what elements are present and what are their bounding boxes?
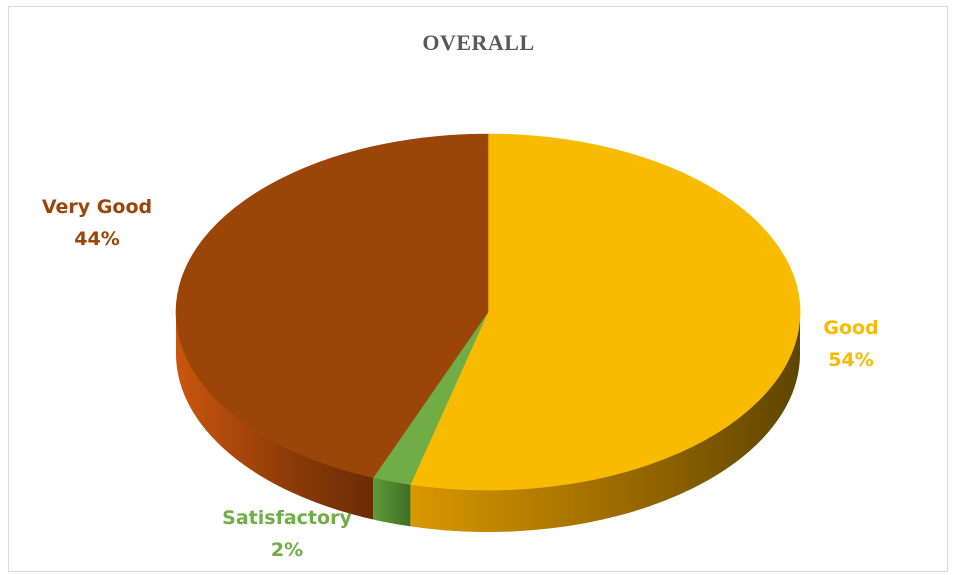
pie-sides <box>176 312 800 532</box>
pie-slice-good <box>409 133 801 491</box>
data-label-very-good: Very Good 44% <box>42 196 152 250</box>
data-label-category: Good <box>823 317 878 339</box>
pie-side-very-good <box>176 312 374 520</box>
chart-title: OVERALL <box>422 30 535 55</box>
pie-side-satisfactory <box>373 477 411 527</box>
pie-slice-very-good <box>175 133 489 478</box>
data-label-good: Good 54% <box>823 317 878 371</box>
data-label-value: 44% <box>74 228 119 250</box>
pie-tops <box>175 133 801 491</box>
pie-side-good <box>410 312 800 532</box>
data-label-category: Satisfactory <box>222 507 352 529</box>
data-label-value: 54% <box>828 349 873 371</box>
data-label-satisfactory: Satisfactory 2% <box>222 507 352 561</box>
data-label-category: Very Good <box>42 196 152 218</box>
data-label-value: 2% <box>271 539 303 561</box>
pie-labels: Good 54% Satisfactory 2% Very Good 44% <box>42 196 879 561</box>
